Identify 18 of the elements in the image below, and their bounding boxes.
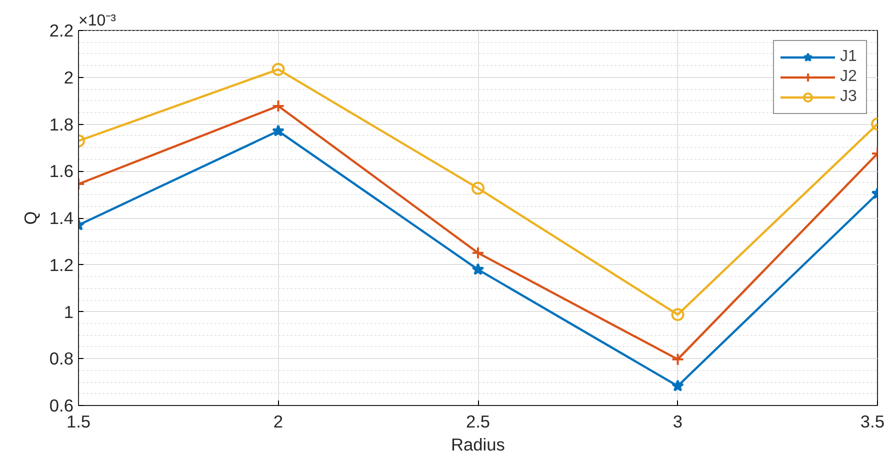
x-axis-title: Radius: [451, 434, 506, 454]
legend-label: J3: [840, 88, 858, 106]
x-tick-label: 2: [273, 412, 284, 432]
y-tick-label: 1.2: [49, 254, 74, 275]
x-tick-label: 2.5: [466, 412, 490, 432]
y-tick-label: 1: [64, 302, 74, 322]
y-tick-label: 1.6: [49, 161, 74, 182]
legend-label: J2: [840, 68, 858, 86]
y-tick-label: 2: [64, 67, 74, 88]
legend-label: J1: [840, 48, 858, 66]
y-tick-label: 2.2: [49, 20, 74, 40]
y-axis-title: Q: [20, 211, 40, 225]
x-tick-label: 3.5: [860, 412, 884, 432]
y-tick-label: 1.4: [49, 208, 74, 228]
x-tick-label: 3: [672, 412, 683, 432]
y-tick-label: 0.8: [49, 348, 74, 369]
text: ×10⁻³: [78, 12, 117, 30]
y-tick-label: 1.8: [49, 114, 74, 134]
